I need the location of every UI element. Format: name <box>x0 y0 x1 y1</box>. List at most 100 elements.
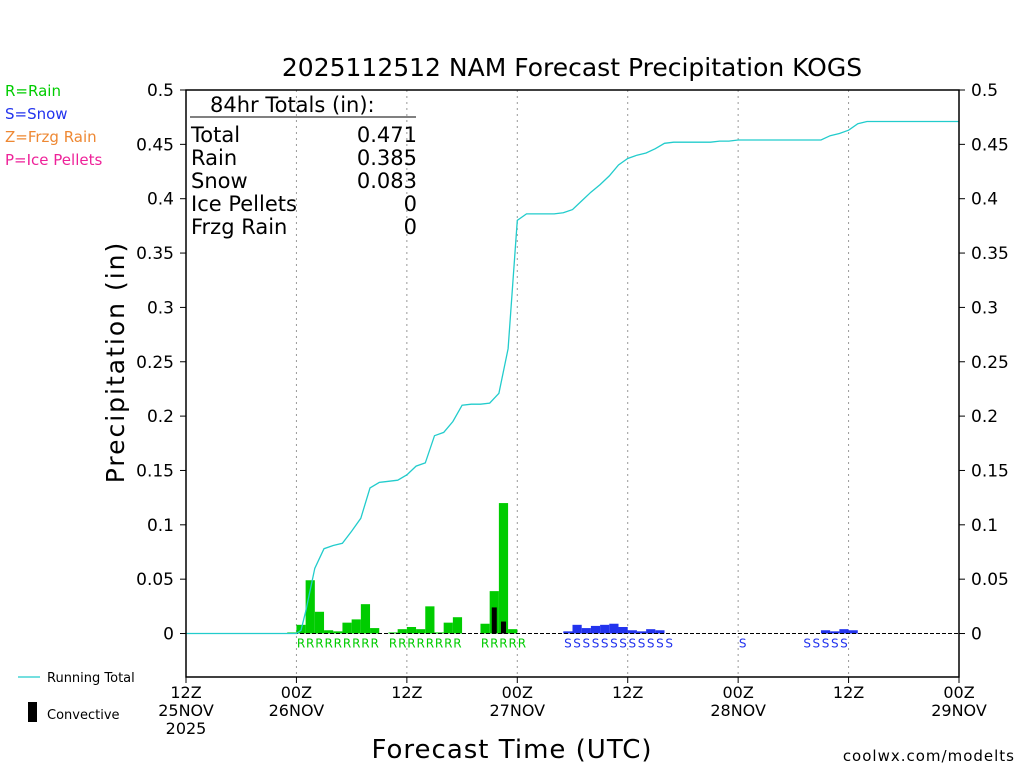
legend-entry: S=Snow <box>5 105 68 123</box>
precip-type-letter: R <box>370 637 378 651</box>
precip-bar-rain <box>324 630 334 634</box>
precip-bar-rain <box>397 629 407 634</box>
precip-type-letter: R <box>306 637 314 651</box>
y-tick-label-right: 0.4 <box>971 190 998 210</box>
precip-type-letter: S <box>803 637 811 651</box>
gridlines <box>295 90 850 677</box>
precip-bar-rain <box>305 580 315 634</box>
x-tick-label: 28NOV <box>710 701 766 720</box>
precip-bar-snow <box>581 628 591 634</box>
totals-row-label: Frzg Rain <box>191 215 287 239</box>
x-tick-label: 26NOV <box>269 701 325 720</box>
x-axis-label: Forecast Time (UTC) <box>371 735 652 765</box>
precip-type-letter: S <box>822 637 830 651</box>
x-tick-label: 00Z <box>281 683 312 702</box>
precip-bar-rain <box>416 629 426 634</box>
y-tick-label-right: 0.3 <box>971 298 998 318</box>
precip-type-letter: R <box>315 637 323 651</box>
precip-type-letter: R <box>398 637 406 651</box>
precip-type-letter: R <box>407 637 415 651</box>
precip-type-letter: S <box>739 637 747 651</box>
precip-type-letter: S <box>610 637 618 651</box>
precip-bar-rain <box>425 606 435 634</box>
precip-bar-rain <box>342 622 352 634</box>
precip-type-letter: S <box>840 637 848 651</box>
precip-type-letter: R <box>324 637 332 651</box>
precip-type-letter: R <box>297 637 305 651</box>
x-tick-label: 00Z <box>502 683 533 702</box>
precip-bar-rain <box>498 503 509 634</box>
precip-bar-rain <box>480 623 490 634</box>
y-tick-label-right: 0.35 <box>971 244 1009 264</box>
y-tick-label-left: 0.05 <box>136 570 174 590</box>
precip-type-letter: S <box>813 637 821 651</box>
totals-row-value: 0 <box>404 192 417 216</box>
precip-type-letter: R <box>416 637 424 651</box>
precip-bar-snow <box>848 630 858 634</box>
precip-type-letter: R <box>444 637 452 651</box>
x-tick-label: 2025 <box>166 719 207 738</box>
y-tick-label-right: 0.2 <box>971 407 998 427</box>
type-legend: R=Rain S=Snow Z=Frzg Rain P=Ice Pellets <box>5 82 102 169</box>
precip-type-letter: S <box>647 637 655 651</box>
convective-bars <box>491 607 506 634</box>
y-tick-label-left: 0.25 <box>136 353 174 373</box>
x-tick-label: 12Z <box>391 683 422 702</box>
precip-type-letter: R <box>499 637 507 651</box>
convective-legend-swatch <box>28 702 37 722</box>
precip-bar-rain <box>406 626 417 634</box>
precip-type-letter: R <box>389 637 397 651</box>
precip-bar-snow <box>590 625 601 634</box>
y-tick-label-left: 0.35 <box>136 244 174 264</box>
precip-type-letter: R <box>481 637 489 651</box>
running-total-legend-label: Running Total <box>47 671 135 686</box>
precip-bar-rain <box>388 632 398 634</box>
precip-type-letter: S <box>592 637 600 651</box>
y-tick-label-left: 0.4 <box>147 190 174 210</box>
chart-title: 2025112512 NAM Forecast Precipitation KO… <box>282 53 862 82</box>
x-tick-label: 00Z <box>943 683 974 702</box>
precip-bar-snow <box>839 629 849 634</box>
precip-bar-snow <box>563 631 573 634</box>
precip-bar-rain <box>434 632 444 634</box>
y-axis-label: Precipitation (in) <box>101 241 130 484</box>
precip-bar-snow <box>655 630 665 634</box>
y-tick-label-left: 0.5 <box>147 81 174 101</box>
precip-type-letter: R <box>490 637 498 651</box>
precip-type-letter: R <box>343 637 351 651</box>
convective-bar <box>500 621 506 634</box>
precip-type-letter: R <box>334 637 342 651</box>
plot-frame <box>185 89 960 678</box>
precip-type-letter: R <box>435 637 443 651</box>
precip-type-letter: S <box>831 637 839 651</box>
legend-entry: P=Ice Pellets <box>5 151 102 169</box>
precip-bar-snow <box>636 631 647 634</box>
y-tick-label-right: 0.45 <box>971 135 1009 155</box>
precip-type-letter: S <box>564 637 572 651</box>
precip-type-letter: R <box>453 637 461 651</box>
precip-type-letter: R <box>509 637 517 651</box>
y-tick-label-left: 0.1 <box>147 516 174 536</box>
precip-type-letter: S <box>601 637 609 651</box>
precip-type-letter: S <box>619 637 627 651</box>
precip-bar-rain <box>508 629 518 634</box>
axis-ticks: 0.5 0.5 0.45 0.45 0.4 0.4 0.35 0.35 0.3 0.3 0.25 0.… <box>136 81 1009 738</box>
precip-type-letter: R <box>518 637 526 651</box>
precip-bar-rain <box>333 631 343 634</box>
precip-type-letter: S <box>573 637 581 651</box>
precip-bar-rain <box>370 628 380 634</box>
x-tick-label: 25NOV <box>158 701 214 720</box>
totals-row-value: 0.385 <box>357 146 417 170</box>
legend-entry: R=Rain <box>5 82 61 100</box>
y-tick-label-right: 0.15 <box>971 461 1009 481</box>
precip-bar-rain <box>314 611 325 634</box>
totals-row-value: 0 <box>404 215 417 239</box>
precip-bar-snow <box>609 623 619 634</box>
totals-row-value: 0.083 <box>357 169 417 193</box>
y-tick-label-right: 0 <box>971 625 982 645</box>
y-tick-label-right: 0.1 <box>971 516 998 536</box>
y-tick-label-left: 0.2 <box>147 407 174 427</box>
bottom-legend: Running Total Convective <box>18 671 135 723</box>
